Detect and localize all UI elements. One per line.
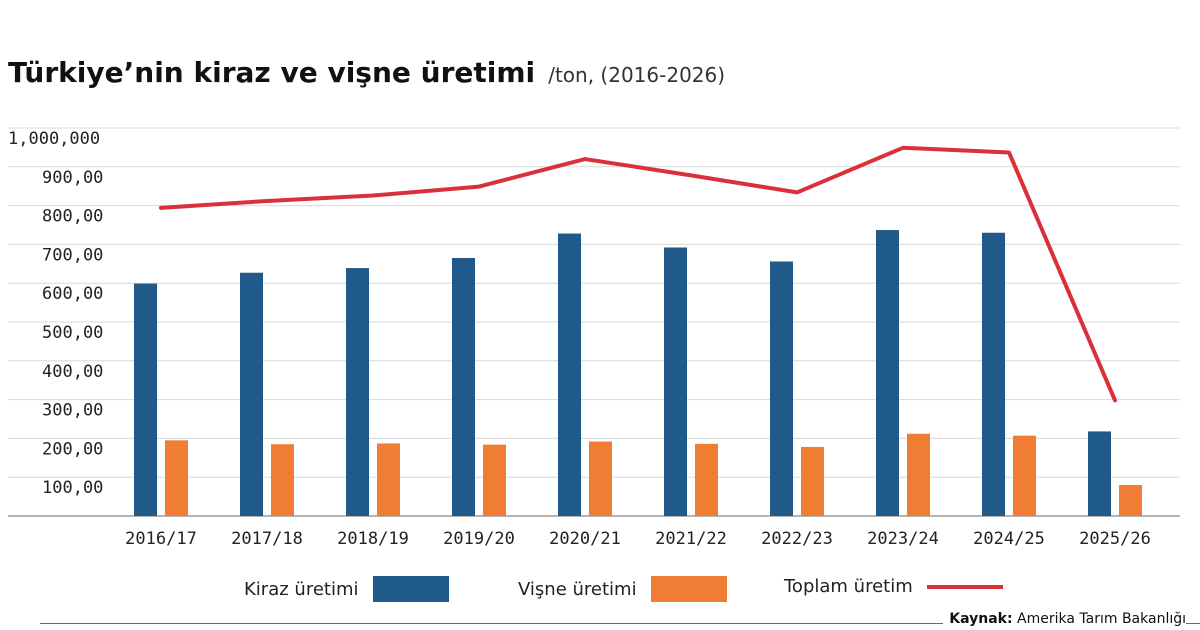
legend-swatch-kiraz [372,576,449,602]
source-note: Kaynak: Amerika Tarım Bakanlığı [943,611,1186,627]
y-tick-label: 700,00 [42,245,103,265]
chart-subtitle: /ton, (2016-2026) [548,63,726,87]
chart-canvas: 100,00 200,00 300,00 400,00 500,00 600,00 700,… [8,127,1180,549]
x-tick-label: 2025/26 [1079,529,1151,549]
bar-kiraz [1088,431,1111,516]
x-tick-label: 2022/23 [761,529,833,549]
x-tick-label: 2019/20 [443,529,515,549]
source-divider [40,623,1200,624]
line-toplam [159,145,1117,403]
x-tick-label: 2020/21 [549,529,621,549]
x-tick-label: 2023/24 [867,529,939,549]
bar-kiraz [982,232,1005,516]
bar-kiraz [770,261,793,516]
legend-label-kiraz: Kiraz üretimi [244,578,359,600]
source-text: Amerika Tarım Bakanlığı [1017,611,1186,627]
x-tick-label: 2018/19 [337,529,409,549]
x-tick-label: 2021/22 [655,529,727,549]
y-tick-label: 500,00 [42,323,103,343]
y-tick-label: 300,00 [42,401,103,421]
bar-visne [377,443,400,516]
legend-label-toplam: Toplam üretim [784,576,913,597]
x-tick-label: 2024/25 [973,529,1045,549]
legend-swatch-visne [650,576,727,602]
legend-item-visne: Vişne üretimi [518,576,727,602]
bar-visne [589,441,612,516]
legend-line-toplam [926,584,1003,589]
y-tick-label: 1,000,000 [8,129,100,149]
bar-visne [483,444,506,516]
bar-visne [165,440,188,516]
bar-kiraz [134,283,157,516]
y-tick-label: 200,00 [42,439,103,459]
chart-title-block: Türkiye’nin kiraz ve vişne üretimi /ton,… [8,56,725,89]
bar-visne [271,444,294,516]
y-tick-label: 600,00 [42,284,103,304]
bar-visne [1119,484,1142,516]
bar-visne [695,443,718,516]
y-tick-label: 400,00 [42,362,103,382]
y-tick-label: 900,00 [42,168,103,188]
bar-visne [1013,435,1036,516]
bar-kiraz [876,230,899,516]
legend-label-visne: Vişne üretimi [518,578,637,600]
legend: Kiraz üretimi Vişne üretimi Toplam üreti… [0,576,1200,616]
bar-kiraz [664,247,687,516]
chart-title: Türkiye’nin kiraz ve vişne üretimi [8,56,536,89]
bar-kiraz [240,272,263,516]
legend-item-toplam: Toplam üretim [784,576,1003,597]
legend-item-kiraz: Kiraz üretimi [244,576,449,602]
bar-visne [801,446,824,516]
source-label: Kaynak: [949,611,1013,627]
y-tick-label: 800,00 [42,207,103,227]
bar-kiraz [452,257,475,516]
bar-kiraz [558,233,581,516]
bar-visne [907,433,930,516]
bar-kiraz [346,268,369,516]
x-tick-label: 2016/17 [125,529,197,549]
y-tick-label: 100,00 [42,478,103,498]
x-tick-label: 2017/18 [231,529,303,549]
